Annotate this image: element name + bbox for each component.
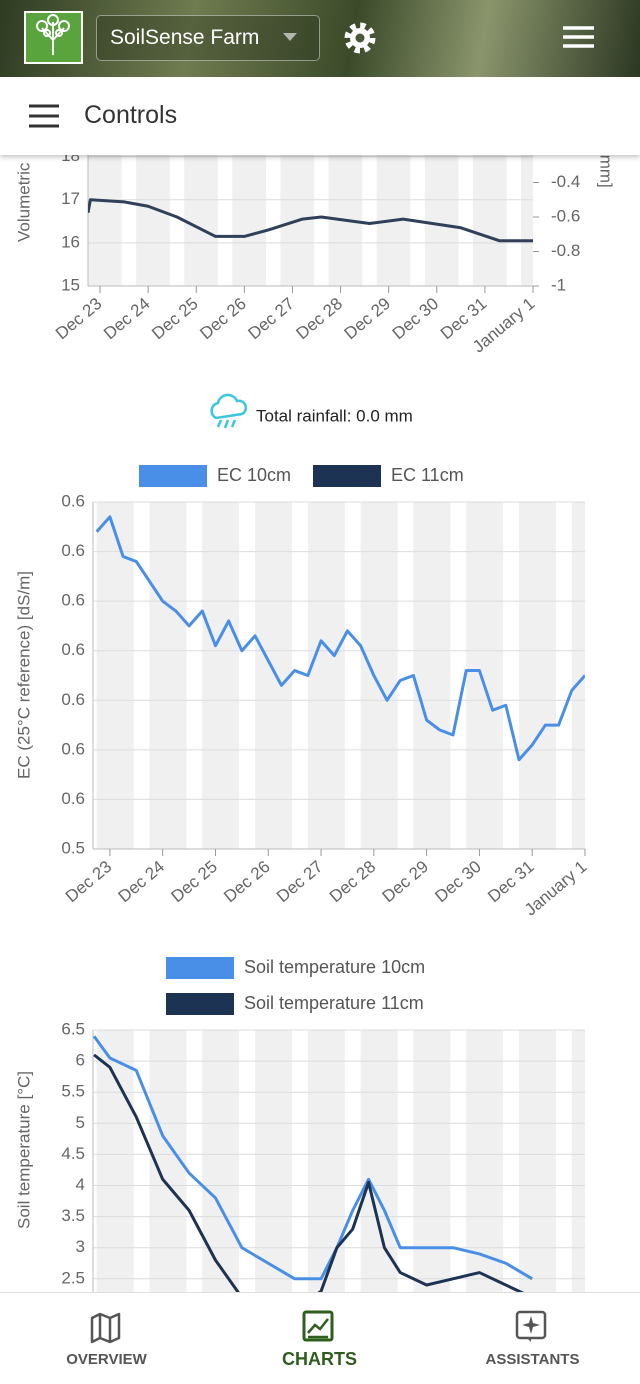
day-band (397, 502, 414, 849)
x-tick-label: Dec 25 (167, 857, 220, 906)
legend-swatch (139, 465, 207, 487)
nav-assistants[interactable]: ASSISTANTS (426, 1293, 639, 1384)
x-tick-label: Dec 27 (273, 857, 326, 906)
y-tick-label: 0.6 (61, 491, 85, 510)
y-tick-label: 0.6 (61, 640, 85, 659)
day-band (362, 148, 377, 286)
y-tick-label: 0.6 (61, 789, 85, 808)
x-tick-label: Dec 23 (62, 857, 115, 906)
series-line (93, 1053, 533, 1312)
menu-icon[interactable] (563, 26, 594, 48)
farm-name: SoilSense Farm (110, 26, 260, 49)
x-tick-label: Dec 28 (293, 294, 346, 343)
legend-text: Soil temperature 10cm (244, 957, 425, 977)
nav-overview[interactable]: OVERVIEW (0, 1293, 213, 1384)
day-band (292, 502, 308, 849)
y2-tick-label: -0.6 (551, 206, 580, 225)
y-tick-label: 4 (76, 1175, 85, 1194)
x-tick-label: Dec 24 (115, 857, 168, 906)
y-tick-label: 0.6 (61, 739, 85, 758)
y-tick-label: 6.5 (61, 1019, 85, 1038)
legend-text: EC 11cm (391, 465, 464, 485)
nav-label: OVERVIEW (66, 1351, 147, 1368)
x-tick-label: Dec 23 (52, 294, 105, 343)
day-band (410, 148, 425, 286)
day-band (186, 502, 203, 849)
y2-tick-label: -0.4 (551, 172, 580, 191)
controls-menu-icon[interactable] (28, 101, 68, 131)
settings-icon[interactable] (344, 22, 376, 54)
series-line (88, 198, 533, 243)
series-line (95, 515, 585, 762)
day-band (239, 502, 256, 849)
day-band (555, 502, 572, 849)
x-tick-label: Dec 29 (379, 857, 432, 906)
y2-tick-label: -0.8 (551, 241, 580, 260)
y2-tick-label: -1 (551, 275, 566, 294)
day-band (266, 148, 281, 286)
x-tick-label: Dec 26 (196, 294, 249, 343)
y-tick-label: 4.5 (61, 1144, 85, 1163)
x-tick-label: Dec 26 (220, 857, 273, 906)
x-tick-label: Dec 29 (341, 294, 394, 343)
nav-label: CHARTS (282, 1349, 357, 1369)
y-axis-label: Soil temperature [°C] (14, 1071, 33, 1229)
day-band (450, 502, 467, 849)
day-band (121, 148, 137, 286)
legend-text: EC 10cm (217, 465, 291, 485)
y-tick-label: 17 (61, 189, 80, 208)
legend-swatch (166, 993, 234, 1015)
y-tick-label: 0.6 (61, 690, 85, 709)
chart-icon (302, 1310, 334, 1342)
x-tick-label: Dec 28 (326, 857, 379, 906)
y-tick-label: 16 (61, 232, 80, 251)
controls-bar: Controls (0, 77, 640, 155)
x-tick-label: Dec 25 (148, 294, 201, 343)
y-tick-label: 2.5 (61, 1268, 85, 1287)
day-band (458, 148, 473, 286)
logo-tree (36, 14, 70, 55)
x-tick-label: Dec 27 (244, 294, 297, 343)
dropdown-caret[interactable] (283, 33, 297, 41)
rain-icon (210, 393, 248, 429)
y-axis-label: Volumetric (14, 162, 33, 242)
legend-swatch (166, 957, 234, 979)
x-tick-label: Dec 30 (389, 294, 442, 343)
day-band (93, 502, 97, 849)
rainfall-text: Total rainfall: 0.0 mm (256, 406, 413, 425)
assistant-icon (515, 1310, 547, 1342)
bottom-nav: OVERVIEW CHARTS ASSISTANTS (0, 1292, 640, 1384)
header-icons (24, 11, 594, 64)
day-band (133, 502, 150, 849)
y-axis-label: EC (25°C reference) [dS/m] (14, 571, 33, 779)
controls-title: Controls (84, 101, 178, 129)
map-icon (90, 1312, 121, 1344)
y-tick-label: 0.6 (61, 541, 85, 560)
series-line (93, 1035, 533, 1281)
day-band (217, 148, 233, 286)
y-tick-label: 3 (76, 1237, 85, 1256)
y-tick-label: 0.6 (61, 591, 85, 610)
y-tick-label: 5.5 (61, 1082, 85, 1101)
y-tick-label: 0.5 (61, 838, 85, 857)
y2-axis-label: [mm] (597, 150, 616, 188)
day-band (506, 148, 521, 286)
x-tick-label: Dec 24 (100, 294, 153, 343)
y-tick-label: 15 (61, 275, 80, 294)
day-band (344, 502, 361, 849)
app-header: SoilSense Farm (0, 0, 640, 77)
legend-swatch (313, 465, 381, 487)
nav-label: ASSISTANTS (485, 1351, 580, 1368)
farm-selector[interactable]: SoilSense Farm (96, 15, 320, 61)
y-tick-label: 5 (76, 1113, 85, 1132)
day-band (503, 502, 520, 849)
plot-background (93, 502, 585, 849)
nav-charts[interactable]: CHARTS (213, 1293, 426, 1384)
y-tick-label: 6 (76, 1051, 85, 1070)
y-tick-label: 3.5 (61, 1206, 85, 1225)
legend-text: Soil temperature 11cm (244, 993, 424, 1013)
x-tick-label: Dec 30 (431, 857, 484, 906)
